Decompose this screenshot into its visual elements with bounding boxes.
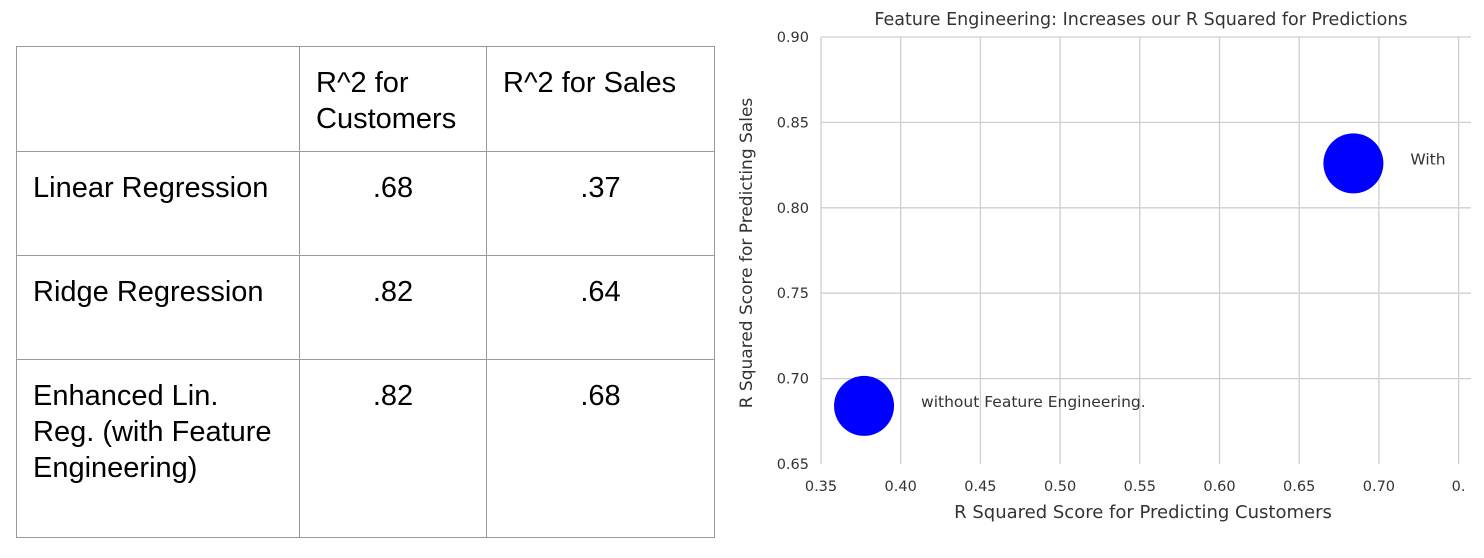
y-tick-label: 0.75 <box>777 286 809 302</box>
data-point-label: With <box>1410 150 1445 168</box>
x-tick-label: 0.55 <box>1124 479 1156 495</box>
sales-r2-cell: .64 <box>486 255 715 360</box>
x-tick-label: 0.70 <box>1363 479 1395 495</box>
data-point <box>1323 133 1384 194</box>
table-row: Ridge Regression .82 .64 <box>16 255 715 360</box>
header-cell-customers: R^2 for Customers <box>299 46 487 152</box>
sales-r2-cell: .68 <box>486 359 715 538</box>
scatter-chart: 0.35 0.40 0.45 0.50 0.55 0.60 0.65 0.70 0. 0.65 0.… <box>737 10 1471 523</box>
header-cell-empty <box>16 46 300 152</box>
x-tick-label: 0.45 <box>964 479 996 495</box>
x-tick-label: 0.40 <box>885 479 917 495</box>
model-name-cell: Enhanced Lin. Reg. (with Feature Enginee… <box>16 359 300 538</box>
y-tick-label: 0.70 <box>777 372 809 388</box>
model-name-cell: Ridge Regression <box>16 255 300 360</box>
table-row: Enhanced Lin. Reg. (with Feature Enginee… <box>16 359 715 538</box>
model-name-cell: Linear Regression <box>16 151 300 256</box>
x-tick-label: 0. <box>1452 479 1466 495</box>
sales-r2-cell: .37 <box>486 151 715 256</box>
customers-r2-cell: .82 <box>299 359 487 538</box>
x-tick-label: 0.50 <box>1044 479 1076 495</box>
table-header-row: R^2 for Customers R^2 for Sales <box>16 46 715 152</box>
y-tick-label: 0.80 <box>777 201 809 217</box>
x-tick-label: 0.60 <box>1203 479 1235 495</box>
y-tick-label: 0.65 <box>777 457 809 473</box>
data-points: without Feature Engineering. With <box>834 133 1446 436</box>
table-row: Linear Regression .68 .37 <box>16 151 715 256</box>
y-axis-label: R Squared Score for Predicting Sales <box>737 98 757 409</box>
customers-r2-cell: .68 <box>299 151 487 256</box>
results-table: R^2 for Customers R^2 for Sales Linear R… <box>16 46 715 538</box>
grid <box>820 36 1471 464</box>
customers-r2-cell: .82 <box>299 255 487 360</box>
y-tick-label: 0.90 <box>777 30 809 46</box>
x-axis-label: R Squared Score for Predicting Customers <box>954 502 1332 523</box>
axis-ticks: 0.35 0.40 0.45 0.50 0.55 0.60 0.65 0.70 0. 0.65 0.… <box>777 30 1466 495</box>
header-cell-sales: R^2 for Sales <box>486 46 715 152</box>
y-tick-label: 0.85 <box>777 115 809 131</box>
plot-area <box>821 37 1471 464</box>
data-point <box>834 375 895 436</box>
x-tick-label: 0.35 <box>805 479 837 495</box>
chart-title: Feature Engineering: Increases our R Squ… <box>874 10 1407 30</box>
x-tick-label: 0.65 <box>1283 479 1315 495</box>
data-point-label: without Feature Engineering. <box>921 393 1146 411</box>
